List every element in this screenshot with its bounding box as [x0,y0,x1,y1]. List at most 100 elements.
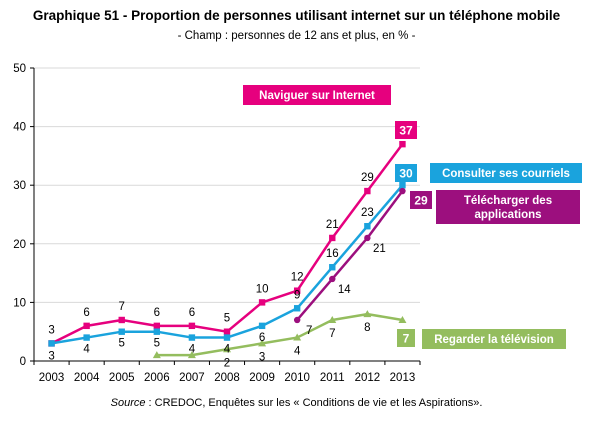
data-label: 4 [294,346,301,358]
series-name-box [436,190,580,224]
data-point [363,310,372,318]
data-label: 6 [259,332,265,344]
series-name-box [243,85,391,105]
x-tick-label: 2013 [390,372,416,384]
data-point [258,339,267,347]
chart-title: Graphique 51 - Proportion de personnes u… [32,8,561,23]
data-point [153,328,161,335]
data-label: 12 [291,272,304,284]
data-point [223,345,231,353]
source-text: : CREDOC, Enquêtes sur les « Conditions … [145,397,483,409]
data-label: 21 [373,243,386,255]
series-name-label: Naviguer sur Internet [259,90,375,102]
data-label: 7 [329,328,335,340]
data-label: 10 [256,283,269,295]
x-tick-label: 2010 [284,372,310,384]
end-value-box [395,164,417,182]
data-point [118,328,125,335]
end-value-box [395,121,417,139]
data-point [223,334,231,341]
data-point [328,315,337,323]
data-point [83,322,90,330]
y-tick-label: 30 [13,180,26,192]
data-point [399,187,406,195]
data-label: 7 [306,325,312,337]
chart-subtitle: - Champ : personnes de 12 ans et plus, e… [177,30,416,42]
data-point [329,234,336,242]
series-name-label: Télécharger des [464,195,552,207]
series-name-box [422,329,566,349]
end-value-box [410,191,432,209]
data-label: 3 [259,351,265,363]
data-label: 21 [326,219,339,231]
data-label: 14 [338,284,351,296]
data-label: 3 [48,350,54,362]
data-point [293,287,301,294]
data-point [293,305,301,312]
y-tick-label: 20 [13,239,26,251]
x-tick-label: 2003 [39,372,65,384]
y-tick-label: 40 [13,122,26,134]
end-value-label: 30 [399,167,413,181]
data-point [258,322,266,330]
y-tick-label: 0 [20,356,26,368]
data-label: 7 [119,301,125,313]
data-point [152,351,161,359]
data-label: 6 [83,307,89,319]
x-tick-label: 2011 [320,372,345,384]
data-point [364,187,371,195]
x-tick-label: 2008 [214,372,240,384]
data-label: 16 [326,248,339,260]
data-label: 4 [224,344,231,356]
data-point [329,275,336,283]
data-point [118,316,125,324]
data-point [187,351,196,359]
data-point [399,182,406,189]
data-point [153,322,161,330]
x-tick-label: 2009 [249,372,275,384]
data-label: 2 [224,357,230,369]
data-label: 6 [189,307,195,319]
data-point [188,334,196,341]
x-tick-label: 2005 [109,372,135,384]
series-name-label: Consulter ses courriels [442,168,570,180]
y-tick-label: 10 [13,297,26,309]
end-value-box [397,329,415,347]
x-tick-label: 2012 [355,372,381,384]
series-line-applications [296,190,404,321]
data-point [188,322,196,330]
x-tick-label: 2007 [179,372,205,384]
data-point [399,140,406,148]
data-point [293,316,301,324]
x-tick-label: 2006 [144,372,170,384]
data-label: 9 [294,289,300,301]
data-label: 5 [119,338,125,350]
data-point [364,223,371,230]
data-point [258,299,266,306]
data-point [329,264,336,271]
data-point [48,340,55,347]
data-label: 3 [48,324,54,336]
end-value-label: 37 [399,124,413,138]
series-line-television [156,312,403,357]
y-tick-label: 50 [13,63,26,75]
data-label: 4 [189,344,196,356]
data-label: 29 [361,172,374,184]
data-point [223,328,231,335]
data-point [364,234,371,242]
end-value-label: 7 [403,332,410,346]
series-name-label: Regarder la télévision [434,334,554,346]
end-value-label: 29 [414,194,428,208]
data-label: 5 [154,338,160,350]
source-label: Source [110,397,146,409]
series-name-box [430,163,582,183]
data-label: 8 [364,322,370,334]
source-note: Source : CREDOC, Enquêtes sur les « Cond… [0,397,593,409]
series-name-label: applications [474,209,541,221]
data-label: 6 [154,307,160,319]
data-point [83,334,90,341]
data-label: 5 [224,313,230,325]
data-label: 23 [361,207,374,219]
data-point [293,333,302,341]
